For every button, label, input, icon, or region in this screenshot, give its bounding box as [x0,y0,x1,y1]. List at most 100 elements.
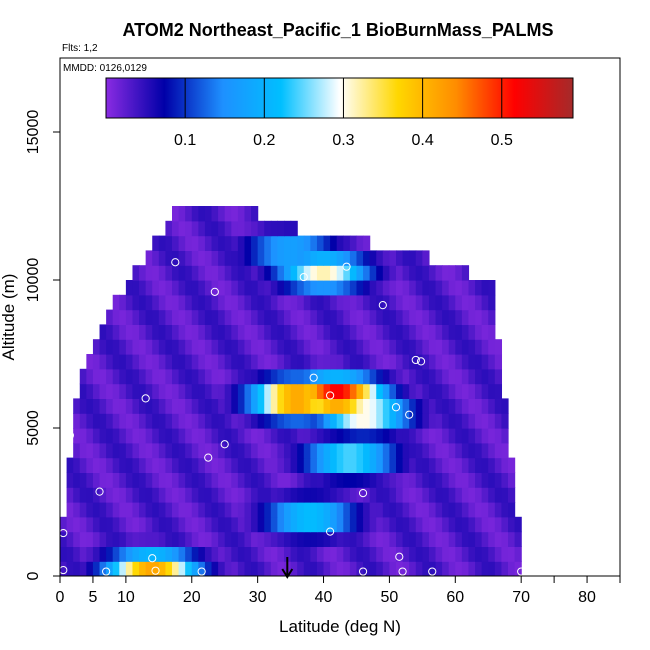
heatmap-cell [402,561,410,576]
heatmap-cell [73,413,81,429]
heatmap-cell [461,383,470,399]
heatmap-cell [382,250,391,266]
plot-frame [59,57,621,577]
heatmap-cell [475,546,483,562]
heatmap-cell [86,502,94,518]
heatmap-cell [237,250,246,266]
heatmap-cell [323,250,331,266]
heatmap-cell [310,368,318,385]
heatmap-cell [389,531,397,547]
heatmap-cell [455,516,463,533]
heatmap-cell [422,265,430,281]
sample-marker [60,565,68,575]
heatmap-cell [244,383,252,399]
heatmap-cell [310,265,318,281]
heatmap-cell [139,324,147,340]
heatmap-cell [310,531,318,547]
heatmap-cell [264,324,272,340]
heatmap-cell [343,368,351,385]
heatmap-cell [132,428,140,444]
heatmap-cell [363,294,371,311]
heatmap-cell [349,531,358,547]
sample-marker [416,357,426,366]
heatmap-cell [297,368,305,385]
heatmap-cell [284,487,292,503]
heatmap-cell [106,398,114,414]
heatmap-cell [284,220,292,237]
heatmap-cell [270,294,279,311]
heatmap-cell [290,531,298,547]
heatmap-cell [316,383,325,399]
heatmap-cell [448,428,456,444]
heatmap-cell [73,442,81,459]
heatmap-cell [303,516,311,533]
heatmap-cell [508,561,516,576]
heatmap-cell [66,487,74,503]
x-tick-label: 40 [315,589,333,606]
heatmap-cell [402,472,410,488]
heatmap-cell [185,324,193,340]
heatmap-cell [231,220,239,237]
heatmap-cell [152,280,160,296]
heatmap-cell [191,368,199,385]
heatmap-cell [125,457,134,473]
y-tick-label: 15000 [25,110,42,155]
heatmap-cell [185,531,193,547]
heatmap-cell [211,280,219,296]
heatmap-cell [409,531,417,547]
heatmap-cell [442,428,450,444]
heatmap-cell [86,531,94,547]
heatmap-cell [257,265,265,281]
heatmap-cell [303,428,311,444]
heatmap-cell [237,502,246,518]
heatmap-cell [442,472,450,488]
heatmap-cell [284,265,292,281]
heatmap-cell [112,354,120,370]
heatmap-cell [244,487,252,503]
heatmap-cell [112,368,120,385]
heatmap-cell [132,265,140,281]
heatmap-cell [99,502,107,518]
heatmap-cell [461,309,470,325]
heatmap-cell [369,457,377,473]
heatmap-cell [270,368,279,385]
heatmap-cell [428,265,437,281]
heatmap-cell [336,516,344,533]
heatmap-cell [396,428,404,444]
heatmap-cell [323,487,331,503]
heatmap-cell [165,220,173,237]
heatmap-cell [382,442,391,459]
heatmap-cell [363,428,371,444]
heatmap-cell [349,487,358,503]
heatmap-cell [389,265,397,281]
heatmap-cell [297,250,305,266]
heatmap-cell [448,280,456,296]
heatmap-cell [178,294,186,311]
heatmap-cell [264,383,272,399]
heatmap-cell [488,324,496,340]
heatmap-cell [284,368,292,385]
heatmap-cell [277,368,285,385]
heatmap-cell [198,428,206,444]
sample-marker [358,567,368,576]
heatmap-cell [139,546,147,562]
heatmap-cell [330,428,338,444]
heatmap-cell [277,339,285,355]
heatmap-cell [442,531,450,547]
heatmap-cell [303,265,311,281]
heatmap-cell [165,294,173,311]
heatmap-cell [349,294,358,311]
heatmap-cell [349,516,358,533]
heatmap-cell [356,457,364,473]
heatmap-cell [422,354,430,370]
heatmap-cell [277,294,285,311]
heatmap-cell [402,442,410,459]
heatmap-cell [277,250,285,266]
heatmap-cell [428,309,437,325]
heatmap-cell [448,561,456,576]
heatmap-cell [389,383,397,399]
heatmap-cell [336,309,344,325]
heatmap-cell [494,561,503,576]
heatmap-cell [270,472,279,488]
